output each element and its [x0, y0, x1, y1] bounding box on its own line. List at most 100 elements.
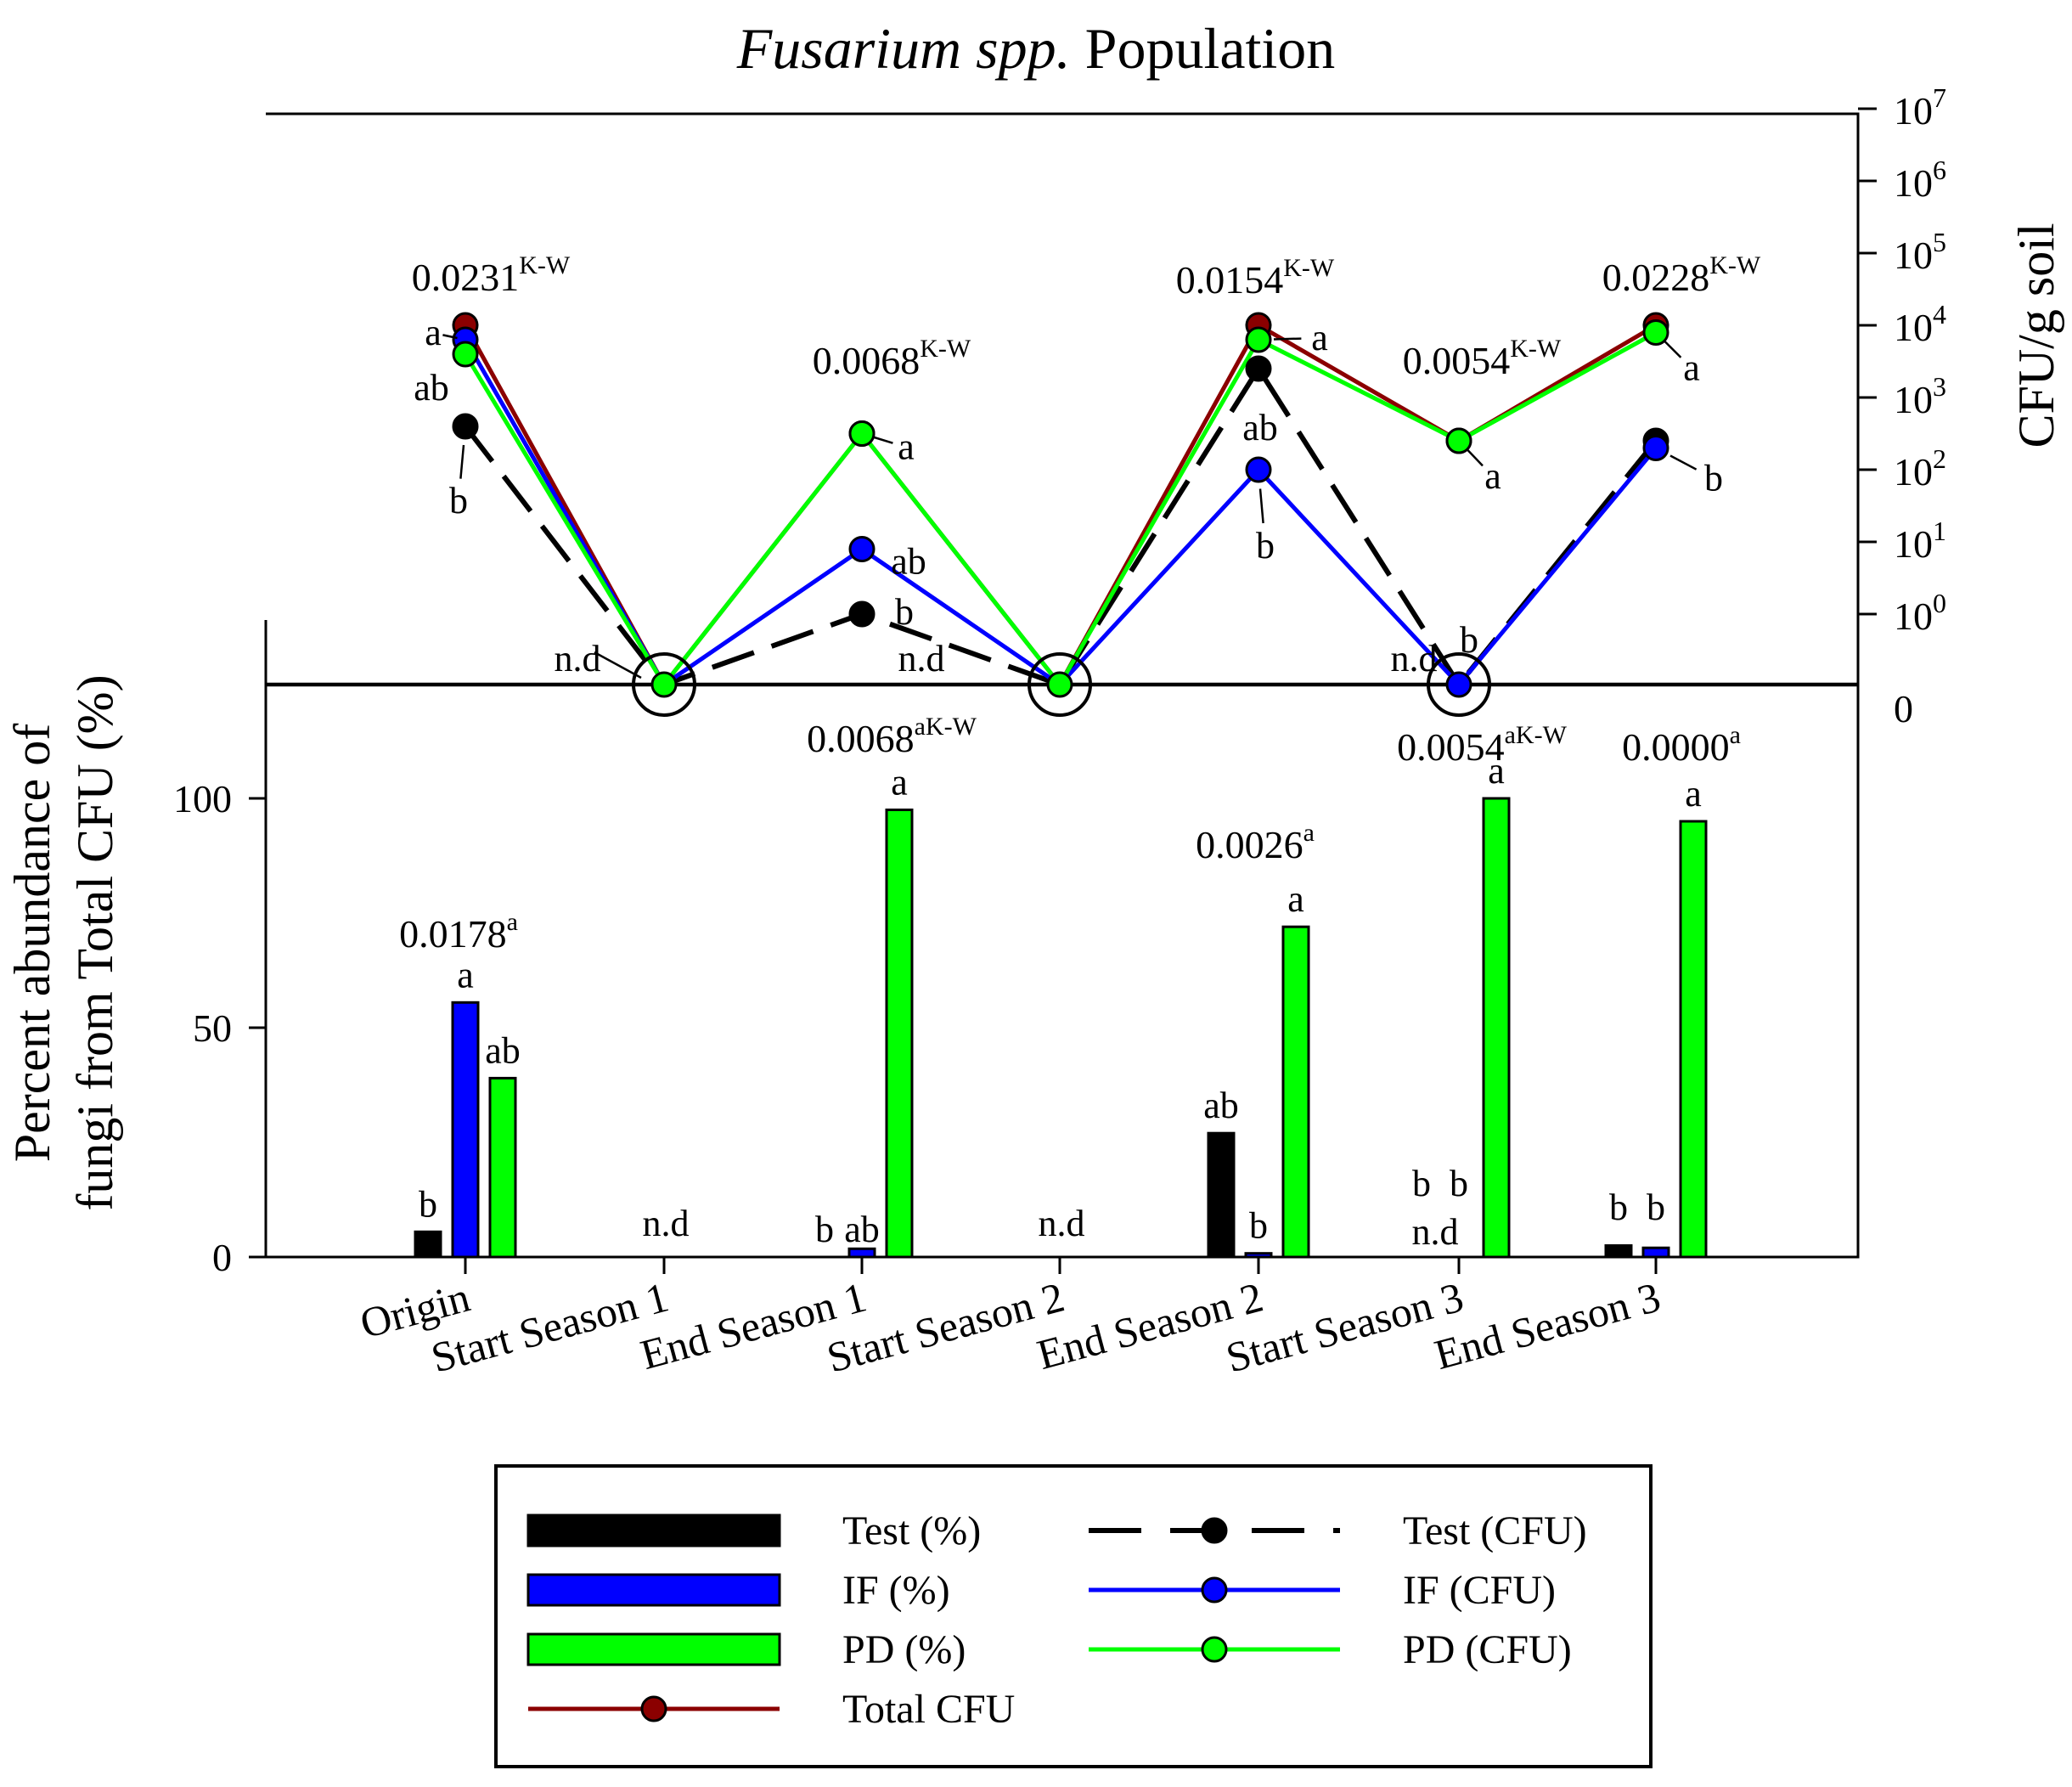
top-significance-letter: ab — [1242, 407, 1278, 448]
legend-pd-cfu-label: PD (CFU) — [1403, 1627, 1572, 1672]
top-significance-letter: a — [425, 312, 442, 353]
bottom-y-tick-label: 50 — [193, 1006, 232, 1050]
top-pvalue-label: 0.0068K-W — [813, 335, 971, 382]
bar-significance-letter: b — [1609, 1187, 1628, 1228]
top-y-axis-title: CFU/g soil — [2008, 223, 2064, 448]
point-not-detected — [1445, 671, 1472, 698]
bar-significance-letter: b — [1647, 1187, 1665, 1228]
bar-if — [847, 1247, 876, 1259]
top-significance-letter: a — [1484, 455, 1501, 497]
bottom-pvalue-label: 0.0026a — [1196, 819, 1315, 866]
point-if-cfu — [1245, 456, 1272, 483]
chart-title: Fusarium spp. Population — [736, 16, 1336, 81]
not-detected-label: n.d — [898, 638, 945, 679]
bar-not-detected-label: n.d — [643, 1203, 690, 1244]
top-significance-letter: ab — [414, 367, 449, 409]
legend-if-label: IF (%) — [842, 1568, 950, 1613]
top-letter-leader — [442, 334, 458, 340]
top-letter-leader — [872, 436, 893, 444]
bar-pd — [1281, 925, 1310, 1259]
top-significance-letter: b — [1256, 525, 1275, 567]
top-pvalue-label: 0.0054K-W — [1403, 335, 1562, 382]
not-detected-label: n.d — [1391, 638, 1438, 679]
point-pd-cfu — [452, 341, 479, 368]
bottom-pvalue-label: 0.0000a — [1622, 721, 1741, 769]
top-letter-leader — [459, 444, 465, 479]
bar-if — [451, 1001, 480, 1259]
bar-significance-letter: a — [891, 762, 908, 803]
bar-significance-letter: a — [1488, 750, 1505, 792]
point-pd-cfu — [848, 420, 876, 447]
bar-test — [1604, 1244, 1633, 1259]
legend-pd-label: PD (%) — [842, 1627, 966, 1672]
point-test-cfu — [1245, 355, 1272, 382]
bar-significance-letter: ab — [1203, 1085, 1239, 1126]
top-significance-letter: ab — [891, 541, 926, 583]
top-significance-letter: b — [895, 591, 914, 633]
not-detected-label: n.d — [555, 638, 601, 679]
point-if-cfu — [848, 536, 876, 562]
legend-total-cfu-label: Total CFU — [842, 1687, 1015, 1732]
bar-significance-letter: a — [1685, 773, 1702, 815]
bar-significance-letter: ab — [844, 1209, 880, 1250]
legend-if-cfu-label: IF (CFU) — [1403, 1568, 1556, 1613]
top-letter-leader — [1669, 454, 1698, 471]
bottom-pvalue-label: 0.0054aK-W — [1397, 721, 1567, 769]
top-y-tick-label: 104 — [1894, 299, 1946, 349]
top-pvalue-label: 0.0154K-W — [1176, 254, 1335, 302]
top-significance-letter: a — [1311, 317, 1328, 358]
point-test-cfu — [848, 600, 876, 628]
x-tick-label-end-season-3: End Season 3 — [1429, 1273, 1664, 1379]
top-y-tick-label: 107 — [1894, 82, 1946, 132]
point-pd-cfu — [1445, 427, 1472, 454]
bar-pd — [1482, 797, 1511, 1259]
legend-test-swatch — [526, 1514, 781, 1547]
bar-if — [1244, 1252, 1273, 1259]
bar-if — [1641, 1246, 1670, 1259]
top-y-tick-label: 100 — [1894, 588, 1946, 638]
plot-frame — [264, 112, 1860, 1259]
bar-pd — [1679, 820, 1708, 1259]
top-letter-leader — [1664, 341, 1682, 358]
top-y-tick-label: 102 — [1894, 443, 1946, 493]
point-not-detected — [1046, 671, 1073, 698]
bottom-y-tick-label: 100 — [173, 777, 232, 820]
legend-total-cfu-marker — [640, 1695, 667, 1722]
bar-pd — [885, 809, 914, 1259]
top-y-tick-label: 0 — [1894, 687, 1913, 730]
bar-significance-letter: ab — [485, 1029, 521, 1071]
bar-test — [1207, 1131, 1236, 1259]
not-detected-ring — [1427, 652, 1491, 717]
top-significance-letter: a — [1683, 347, 1700, 389]
top-y-tick-label: 103 — [1894, 371, 1946, 421]
bar-pd — [488, 1076, 517, 1259]
point-test-cfu — [452, 413, 479, 440]
bar-not-detected-label: n.d — [1039, 1203, 1085, 1244]
point-pd-cfu — [1245, 326, 1272, 353]
top-significance-letter: a — [898, 426, 915, 468]
bar-significance-letter: b — [419, 1183, 437, 1225]
bottom-y-axis-title-line2: fungi from Total CFU (%) — [67, 674, 123, 1210]
top-letter-leader — [1467, 448, 1484, 467]
bar-test — [414, 1230, 442, 1259]
point-if-cfu — [1642, 435, 1669, 461]
top-letter-leader — [1258, 488, 1264, 524]
top-y-tick-label: 101 — [1894, 516, 1946, 566]
bar-significance-letter: b — [1450, 1163, 1468, 1204]
bottom-y-tick-label: 0 — [212, 1236, 232, 1279]
not-detected-ring — [1028, 652, 1092, 717]
top-pvalue-label: 0.0231K-W — [412, 251, 571, 299]
top-pvalue-label: 0.0228K-W — [1602, 251, 1761, 299]
legend-test-cfu-label: Test (CFU) — [1403, 1508, 1587, 1553]
chart-title-italic: Fusarium spp. — [736, 16, 1071, 81]
bottom-pvalue-label: 0.0178a — [399, 908, 518, 956]
top-y-tick-label: 105 — [1894, 227, 1946, 277]
top-significance-letter: b — [449, 480, 468, 521]
top-letter-leader — [1273, 337, 1302, 341]
bar-significance-letter: a — [1287, 878, 1304, 920]
legend-if-cfu-marker — [1201, 1576, 1228, 1604]
bar-significance-letter: b — [815, 1209, 834, 1250]
point-pd-cfu — [1642, 319, 1669, 346]
not-detected-leader — [594, 651, 642, 679]
